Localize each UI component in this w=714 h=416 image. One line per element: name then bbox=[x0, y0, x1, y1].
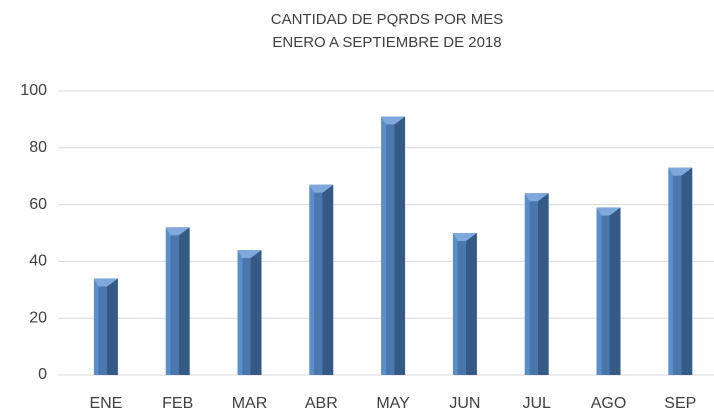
bar bbox=[237, 250, 262, 375]
x-tick-label: AGO bbox=[591, 395, 627, 412]
bar bbox=[381, 116, 406, 375]
y-tick-label: 100 bbox=[20, 82, 47, 99]
y-tick-label: 80 bbox=[29, 139, 47, 156]
bar-top bbox=[668, 167, 693, 176]
chart-subtitle: ENERO A SEPTIEMBRE DE 2018 bbox=[272, 34, 501, 51]
y-tick-label: 60 bbox=[29, 196, 47, 213]
bar bbox=[93, 278, 118, 375]
x-tick-label: FEB bbox=[162, 395, 193, 412]
bar-top bbox=[381, 116, 406, 125]
bar-top bbox=[524, 193, 549, 202]
bar-top bbox=[237, 250, 262, 259]
x-tick-label: ABR bbox=[305, 395, 338, 412]
x-tick-label: MAR bbox=[232, 395, 268, 412]
x-tick-label: JUN bbox=[449, 395, 480, 412]
y-tick-label: 40 bbox=[29, 253, 47, 270]
bar-top bbox=[452, 233, 477, 241]
x-tick-label: SEP bbox=[664, 395, 696, 412]
bar bbox=[452, 233, 477, 375]
bar bbox=[309, 184, 334, 375]
bar-top bbox=[596, 207, 621, 216]
bar-top bbox=[93, 278, 118, 287]
x-tick-label: MAY bbox=[376, 395, 410, 412]
y-tick-label: 20 bbox=[29, 309, 47, 326]
bar bbox=[165, 227, 190, 375]
bar bbox=[524, 193, 549, 375]
bar-top bbox=[165, 227, 190, 236]
y-tick-label: 0 bbox=[38, 366, 47, 383]
bar-top bbox=[309, 184, 334, 193]
x-tick-label: JUL bbox=[522, 395, 551, 412]
x-tick-label: ENE bbox=[89, 395, 122, 412]
bar bbox=[596, 207, 621, 375]
chart-title: CANTIDAD DE PQRDS POR MES bbox=[271, 11, 504, 28]
bar bbox=[668, 167, 693, 375]
